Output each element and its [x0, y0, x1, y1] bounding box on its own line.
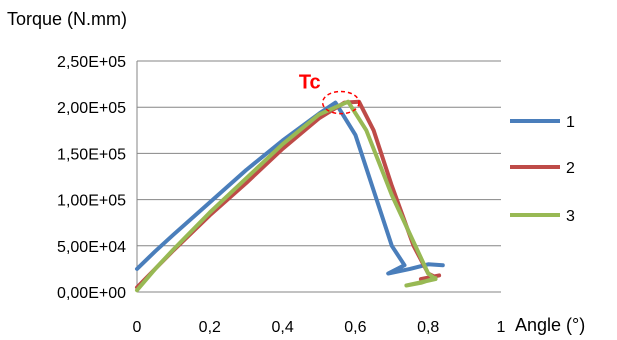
series-line-1: [135, 100, 445, 276]
y-tick-label: 0,00E+00: [57, 285, 126, 302]
legend-label-3: 3: [566, 208, 575, 225]
x-tick-label: 0,4: [271, 319, 293, 336]
legend-label-1: 1: [566, 114, 575, 131]
y-tick-label: 2,50E+05: [57, 54, 126, 71]
x-tick-label: 0: [133, 319, 142, 336]
x-tick-label: 0,6: [344, 319, 366, 336]
tc-annotation: Tc: [299, 72, 360, 115]
tc-marker-ellipse: [321, 90, 360, 115]
x-tick-label: 0,8: [417, 319, 439, 336]
y-tick-label: 2,00E+05: [57, 100, 126, 117]
legend-label-2: 2: [566, 160, 575, 177]
series-line-3: [135, 99, 438, 293]
y-axis-title: Torque (N.mm): [7, 9, 127, 29]
tc-label: Tc: [299, 72, 321, 94]
x-tick-label: 1: [497, 319, 506, 336]
gridlines: [137, 60, 501, 247]
series-lines: [135, 99, 445, 293]
y-tick-label: 5,00E+04: [57, 239, 126, 256]
y-tick-labels: 0,00E+00 5,00E+04 1,00E+05 1,50E+05 2,00E+05…: [57, 54, 126, 302]
y-tick-label: 1,00E+05: [57, 193, 126, 210]
x-tick-labels: 0 0,2 0,4 0,6 0,8 1: [133, 319, 506, 336]
y-tick-label: 1,50E+05: [57, 146, 126, 163]
x-tick-label: 0,2: [199, 319, 221, 336]
legend: 1 2 3: [510, 114, 575, 225]
x-axis-title: Angle (°): [515, 315, 585, 335]
